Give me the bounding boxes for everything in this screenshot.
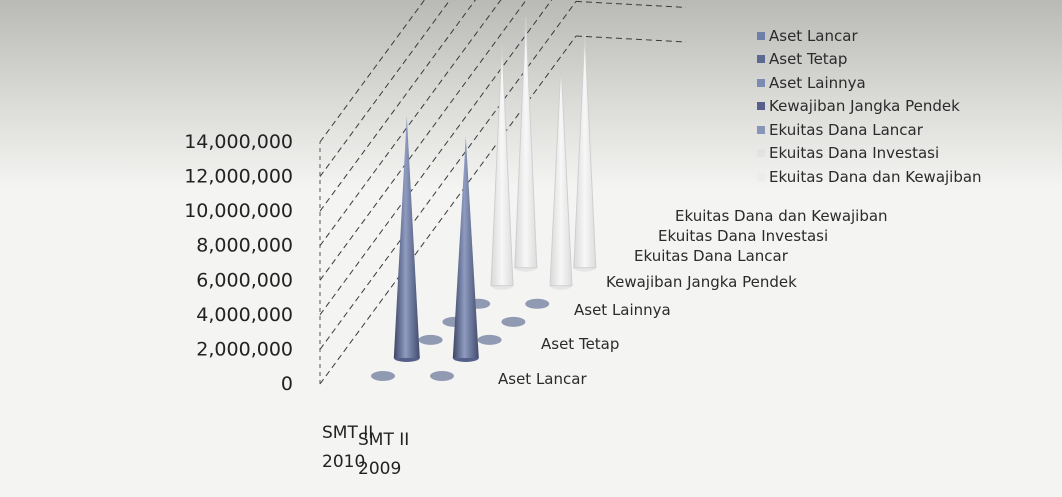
gridline [319,0,502,247]
gridline [319,0,426,143]
legend-item: Ekuitas Dana Lancar [757,118,1052,142]
depth-axis-label: Ekuitas Dana dan Kewajiban [675,207,888,225]
legend-swatch [757,31,765,40]
y-tick-label: 10,000,000 [184,200,293,222]
cone-mark [393,115,420,358]
x-tick-label: 2010 [322,452,365,472]
legend-label: Ekuitas Dana Lancar [769,120,923,139]
cone-mark [477,334,502,345]
cone-mark [549,64,573,287]
cone-mark [430,371,454,381]
legend-item: Aset Lancar [757,24,1052,48]
x-tick-label: 2009 [358,459,401,479]
gridline [319,0,476,212]
gridline-back [575,35,687,43]
gridline-back [575,0,687,8]
legend-label: Aset Tetap [769,50,848,69]
gridline [319,0,527,281]
y-tick-label: 0 [281,373,293,395]
legend-item: Aset Tetap [757,48,1052,72]
gridline [319,1,577,350]
legend-swatch [757,102,765,111]
y-tick-label: 14,000,000 [184,131,293,153]
legend-swatch [757,125,765,134]
legend: Aset Lancar Aset Tetap Aset Lainnya Kewajib… [757,24,1052,189]
legend-swatch [757,149,765,158]
legend-swatch [757,78,765,87]
gridline [319,0,553,316]
cone-mark [418,334,443,345]
legend-label: Kewajiban Jangka Pendek [769,97,960,116]
depth-axis-label: Aset Lancar [498,370,587,388]
cone-mark [371,371,395,381]
legend-item: Kewajiban Jangka Pendek [757,95,1052,119]
depth-axis-label: Aset Tetap [541,335,619,353]
y-tick-label: 4,000,000 [196,304,293,326]
x-tick-label: SMT II [322,423,373,443]
cone-mark [573,34,597,269]
legend-item: Aset Lainnya [757,71,1052,95]
depth-axis-label: Kewajiban Jangka Pendek [606,273,797,291]
legend-swatch [757,172,765,181]
legend-label: Aset Lancar [769,26,858,45]
legend-label: Ekuitas Dana Investasi [769,144,940,163]
y-tick-label: 8,000,000 [196,235,293,257]
gridline [319,0,451,177]
depth-axis-label: Ekuitas Dana Investasi [658,227,828,245]
gridline [319,35,577,385]
cone-mark [514,17,538,269]
depth-axis-label: Ekuitas Dana Lancar [634,247,789,265]
legend-item: Ekuitas Dana Investasi [757,142,1052,166]
depth-axis-label: Aset Lainnya [574,301,671,319]
y-tick-label: 6,000,000 [196,269,293,291]
cone-mark [501,316,526,327]
y-tick-label: 12,000,000 [184,166,293,188]
legend-label: Aset Lainnya [769,73,866,92]
legend-item: Ekuitas Dana dan Kewajiban [757,165,1052,189]
y-tick-label: 2,000,000 [196,338,293,360]
legend-label: Ekuitas Dana dan Kewajiban [769,167,982,186]
cone-mark [525,298,550,309]
legend-swatch [757,55,765,64]
cone-mark [490,43,514,287]
x-tick-label: SMT II [358,430,409,450]
cone-mark [452,136,479,358]
